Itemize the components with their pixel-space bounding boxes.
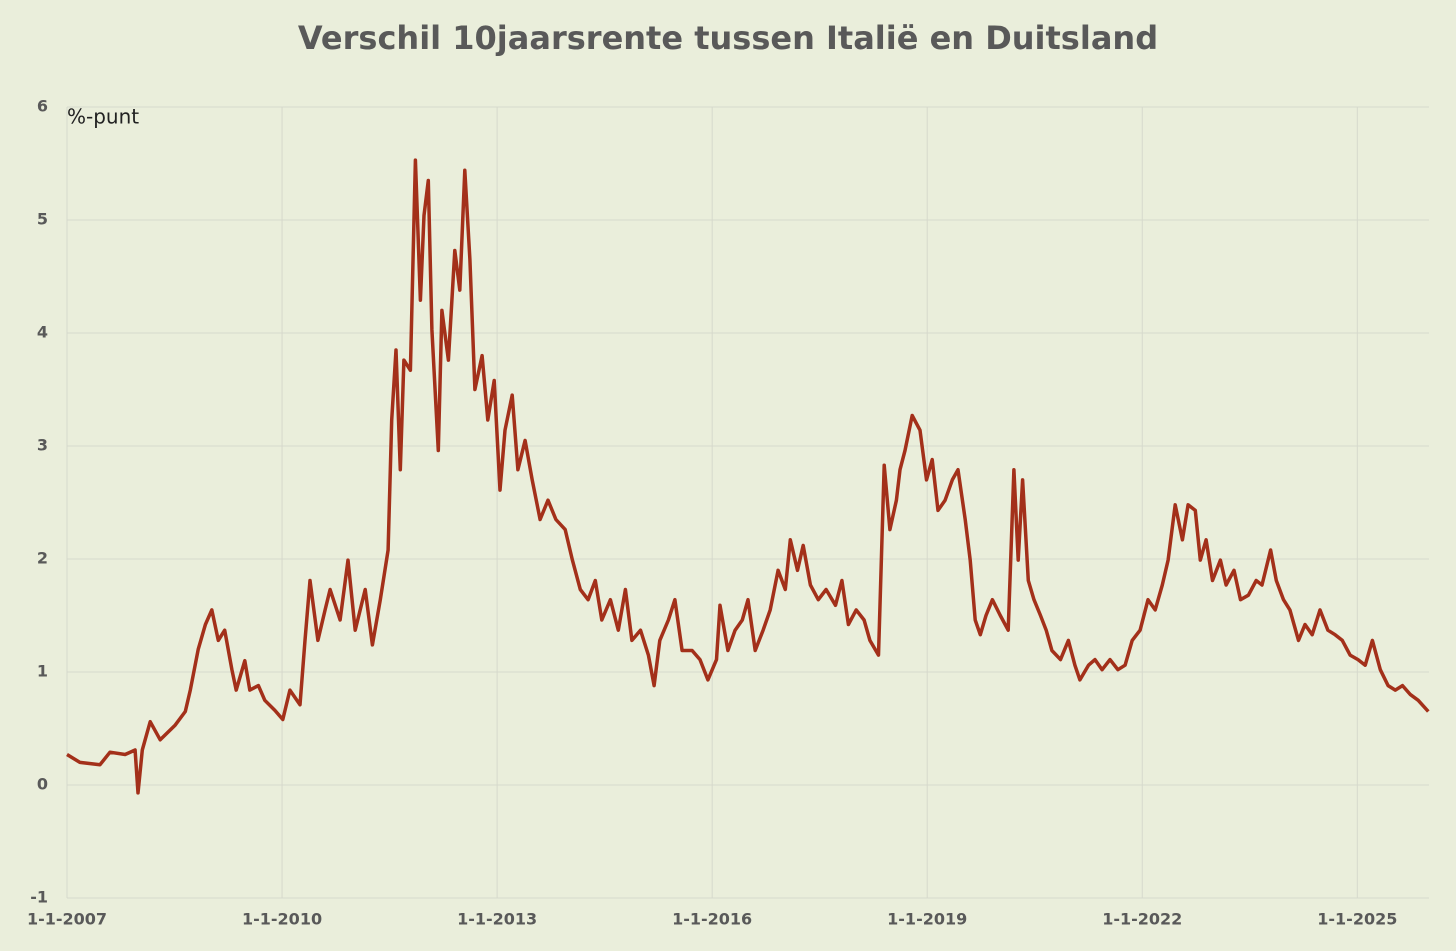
data-line [66, 158, 1430, 795]
y-tick-label: 6 [37, 97, 48, 116]
y-tick-label: 0 [37, 775, 48, 794]
x-tick-label: 1-1-2025 [1317, 910, 1397, 929]
y-tick-label: -1 [30, 888, 48, 907]
y-tick-label: 4 [37, 323, 48, 342]
y-tick-label: 3 [37, 436, 48, 455]
x-tick-label: 1-1-2013 [457, 910, 537, 929]
x-tick-label: 1-1-2007 [27, 910, 107, 929]
y-tick-label: 2 [37, 549, 48, 568]
x-tick-label: 1-1-2019 [887, 910, 967, 929]
y-tick-label: 5 [37, 210, 48, 229]
x-tick-label: 1-1-2016 [672, 910, 752, 929]
y-tick-label: 1 [37, 662, 48, 681]
y-axis-unit: %-punt [67, 105, 139, 129]
chart-title: Verschil 10jaarsrente tussen Italië en D… [298, 19, 1158, 57]
x-tick-label: 1-1-2010 [242, 910, 322, 929]
x-tick-label: 1-1-2022 [1102, 910, 1182, 929]
